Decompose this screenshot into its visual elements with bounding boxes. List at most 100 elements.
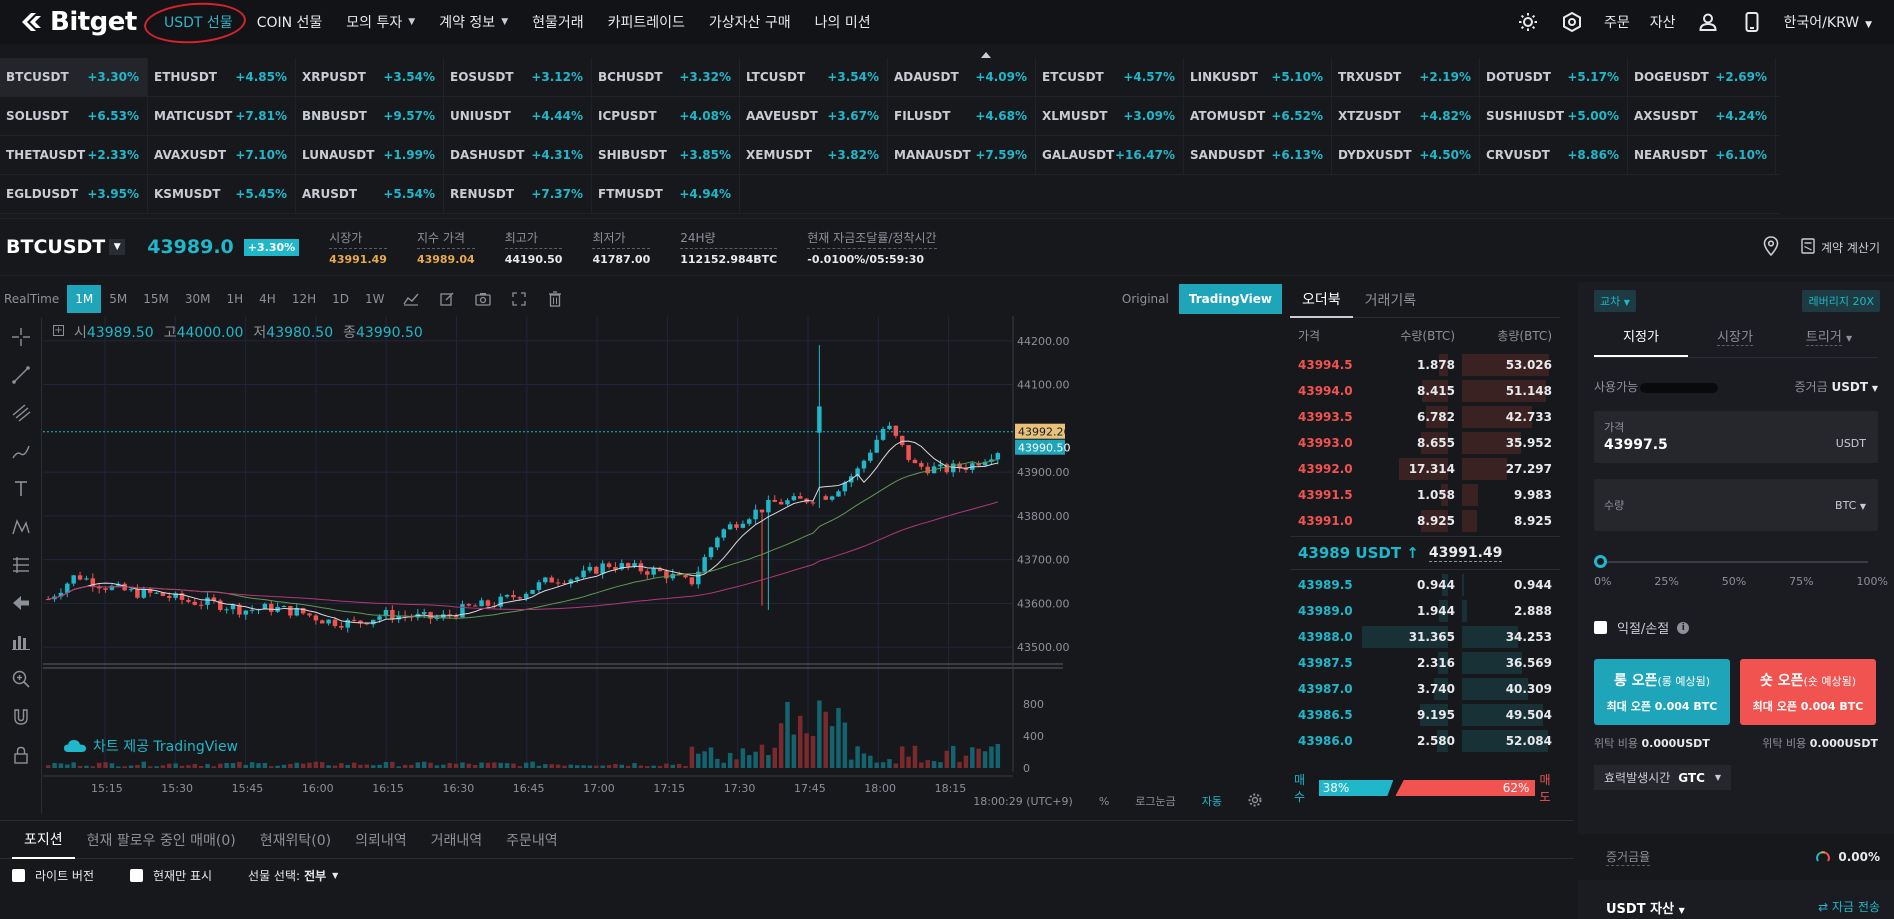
ticker-cell[interactable]: ETHUSDT +4.85% (148, 58, 296, 96)
ticker-cell[interactable]: AAVEUSDT +3.67% (740, 97, 888, 135)
bottom-tab[interactable]: 현재위탁(0) (259, 832, 332, 849)
ticker-cell[interactable]: DYDXUSDT +4.50% (1332, 136, 1480, 174)
ticker-cell[interactable]: BNBUSDT +9.57% (296, 97, 444, 135)
magnet-icon[interactable] (0, 698, 42, 736)
bitget-logo[interactable]: Bitget (18, 7, 146, 37)
ticker-cell[interactable]: ATOMUSDT +6.52% (1184, 97, 1332, 135)
settings-hex-icon[interactable] (1559, 9, 1585, 35)
bottom-tab[interactable]: 거래내역 (430, 832, 483, 849)
ticker-cell[interactable]: GALAUSDT +16.47% (1036, 136, 1184, 174)
ask-row[interactable]: 43991.0 8.925 8.925 (1290, 508, 1560, 534)
nav-buy-crypto[interactable]: 가상자산 구매 (708, 15, 791, 31)
slider-mark[interactable]: 50% (1721, 575, 1747, 588)
lock-drawing-icon[interactable] (0, 736, 42, 774)
ticker-cell[interactable]: MANAUSDT +7.59% (888, 136, 1036, 174)
template-edit-icon[interactable] (429, 285, 465, 313)
chart-layout-icon[interactable] (0, 622, 42, 660)
bottom-tab[interactable]: 주문내역 (506, 832, 558, 849)
contract-calculator[interactable]: 계약 계산기 (1820, 240, 1880, 255)
ticker-cell[interactable]: ICPUSDT +4.08% (592, 97, 740, 135)
pitchfork-icon[interactable] (0, 394, 42, 432)
nav-my-mission[interactable]: 나의 미션 (814, 15, 871, 31)
log-scale-button[interactable]: 로그눈금 (1135, 795, 1176, 808)
ticker-cell[interactable]: KSMUSDT +5.45% (148, 175, 296, 213)
ticker-cell[interactable]: XLMUSDT +3.09% (1036, 97, 1184, 135)
bottom-tab[interactable]: 의뢰내역 (355, 832, 407, 849)
theme-sun-icon[interactable] (1515, 9, 1541, 35)
ticker-cell[interactable]: TRXUSDT +2.19% (1332, 58, 1480, 96)
camera-icon[interactable] (465, 285, 501, 313)
ticker-cell[interactable]: ETCUSDT +4.57% (1036, 58, 1184, 96)
current-only-toggle[interactable]: 현재만 표시 (130, 867, 212, 884)
tab-orderbook[interactable]: 오더북 (1290, 282, 1353, 318)
tab-trigger[interactable]: 트리거 ▼ (1782, 326, 1876, 357)
ticker-cell[interactable]: XEMUSDT +3.82% (740, 136, 888, 174)
tradingview-chart-button[interactable]: TradingView (1178, 284, 1282, 314)
tab-trade-history[interactable]: 거래기록 (1364, 292, 1417, 309)
nav-demo-trading[interactable]: 모의 투자 ▼ (346, 12, 415, 32)
ticker-cell[interactable]: LINKUSDT +5.10% (1184, 58, 1332, 96)
timeframe-realtime[interactable]: RealTime (4, 292, 60, 306)
ticker-cell[interactable]: DASHUSDT +4.31% (444, 136, 592, 174)
slider-mark[interactable]: 100% (1856, 575, 1888, 588)
nav-coin-futures[interactable]: COIN 선물 (256, 15, 323, 31)
ask-row[interactable]: 43993.0 8.655 35.952 (1290, 430, 1560, 456)
price-input-value[interactable]: 43997.5 (1604, 437, 1668, 453)
legend-expand-icon[interactable]: + (53, 325, 64, 336)
slider-mark[interactable]: 25% (1654, 575, 1679, 588)
ticker-cell[interactable]: ARUSDT +5.54% (296, 175, 444, 213)
timeframe-15m[interactable]: 15M (143, 292, 169, 306)
ticker-cell[interactable]: CRVUSDT +8.86% (1480, 136, 1628, 174)
bid-row[interactable]: 43989.0 1.944 2.888 (1290, 598, 1560, 624)
calculator-icon[interactable] (1801, 237, 1815, 257)
info-icon[interactable]: i (1677, 621, 1690, 634)
current-only-checkbox[interactable] (130, 868, 144, 882)
ticker-cell[interactable]: SANDUSDT +6.13% (1184, 136, 1332, 174)
ticker-cell[interactable]: DOGEUSDT +2.69% (1628, 58, 1776, 96)
slider-handle[interactable] (1594, 555, 1607, 568)
slider-mark[interactable]: 0% (1594, 575, 1612, 588)
bid-row[interactable]: 43987.0 3.740 40.309 (1290, 676, 1560, 702)
margin-mode-select[interactable]: 교차 ▼ (1594, 290, 1636, 312)
ticker-cell[interactable]: UNIUSDT +4.44% (444, 97, 592, 135)
ticker-cell[interactable]: XRPUSDT +3.54% (296, 58, 444, 96)
quantity-slider[interactable] (1594, 555, 1878, 568)
ticker-cell[interactable]: EOSUSDT +3.12% (444, 58, 592, 96)
futures-select[interactable]: 선물 선택: 전부 ▼ (248, 867, 338, 884)
candlestick-chart[interactable]: 44200.00 44100.00 43900.00 43800.00 43700.00… (43, 316, 1282, 796)
timeframe-1h[interactable]: 1H (226, 292, 244, 306)
timeframe-1m[interactable]: 1M (67, 285, 102, 313)
usdt-assets-select[interactable]: USDT 자산 ▼ (1606, 898, 1685, 917)
nav-assets[interactable]: 자산 (1649, 15, 1676, 31)
timeframe-30m[interactable]: 30M (184, 292, 211, 306)
ask-row[interactable]: 43992.0 17.314 27.297 (1290, 456, 1560, 482)
market-symbol[interactable]: BTCUSDT (6, 236, 106, 258)
margin-currency-select[interactable]: 증거금 USDT ▼ (1795, 378, 1878, 395)
auto-scale-button[interactable]: 자동 (1201, 795, 1222, 808)
tab-limit[interactable]: 지정가 (1594, 326, 1688, 357)
transfer-link[interactable]: ⇄ 자금 전송 (1818, 898, 1880, 915)
ticker-cell[interactable]: EGLDUSDT +3.95% (0, 175, 148, 213)
ticker-cell[interactable]: AVAXUSDT +7.10% (148, 136, 296, 174)
tpsl-checkbox[interactable]: 익절/손절 i (1594, 618, 1878, 637)
price-input[interactable]: 가격 43997.5 USDT (1594, 411, 1878, 463)
location-pin-icon[interactable] (1763, 235, 1779, 259)
bottom-tab[interactable]: 현재 팔로우 중인 매매(0) (86, 832, 236, 849)
nav-copy-trade[interactable]: 카피트레이드 (607, 15, 685, 31)
ticker-cell[interactable]: FTMUSDT +4.94% (592, 175, 740, 213)
nav-spot[interactable]: 현물거래 (532, 15, 584, 31)
nav-usdt-futures[interactable]: USDT 선물 (164, 12, 233, 32)
timeframe-1w[interactable]: 1W (365, 292, 385, 306)
slider-mark[interactable]: 75% (1789, 575, 1814, 588)
symbol-dropdown-icon[interactable]: ▼ (109, 239, 126, 255)
timeframe-4h[interactable]: 4H (259, 292, 276, 306)
tab-market[interactable]: 시장가 (1688, 326, 1782, 357)
ticker-cell[interactable]: BTCUSDT +3.30% (0, 58, 148, 96)
quantity-input[interactable]: 수량 BTC ▼ (1594, 479, 1878, 531)
time-in-force-select[interactable]: 효력발생시간 GTC ▼ (1594, 765, 1732, 790)
ask-row[interactable]: 43994.0 8.415 51.148 (1290, 378, 1560, 404)
arrow-left-icon[interactable] (0, 584, 42, 622)
ticker-cell[interactable]: LUNAUSDT +1.99% (296, 136, 444, 174)
original-chart-button[interactable]: Original (1121, 292, 1169, 306)
trash-icon[interactable] (537, 285, 573, 313)
